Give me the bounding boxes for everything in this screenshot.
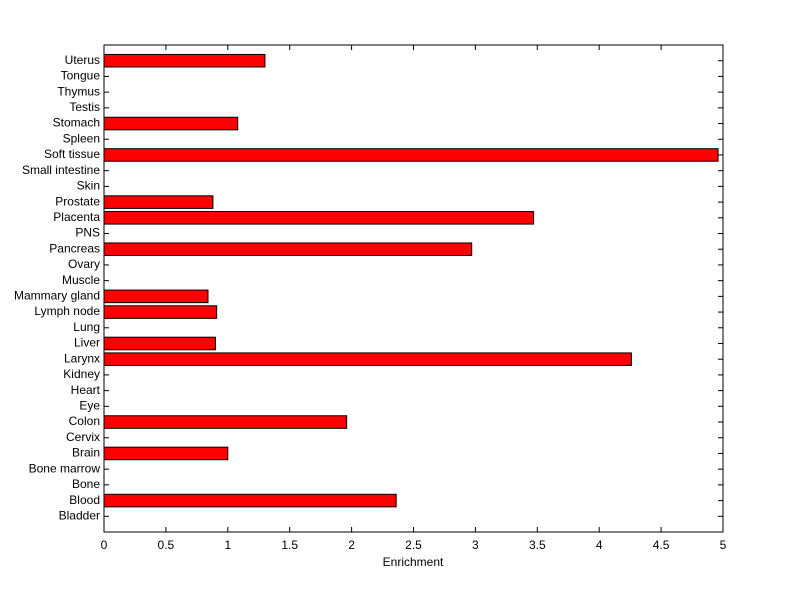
y-tick-label: Uterus (65, 53, 100, 67)
bar (103, 305, 218, 319)
bar (103, 415, 348, 429)
y-tick-label: Bone marrow (29, 461, 101, 475)
x-axis-label: Enrichment (383, 555, 444, 569)
y-tick-label: PNS (75, 226, 100, 240)
x-tick-label: 1.5 (281, 538, 298, 552)
y-tick-label: Placenta (53, 210, 100, 224)
y-tick-label: Mammary gland (14, 289, 100, 303)
y-tick-label: Stomach (53, 116, 100, 130)
bar (103, 148, 719, 162)
y-tick-label: Liver (74, 336, 100, 350)
y-tick-label: Small intestine (22, 163, 100, 177)
y-tick-label: Bladder (59, 508, 100, 522)
y-tick-label: Tongue (61, 69, 101, 83)
y-tick-label: Skin (77, 179, 100, 193)
bar (103, 195, 214, 209)
bar (103, 211, 535, 225)
x-tick-label: 4 (596, 538, 603, 552)
y-tick-label: Brain (72, 446, 100, 460)
bar (103, 336, 216, 351)
bar (103, 493, 397, 508)
y-tick-label: Cervix (66, 430, 100, 444)
x-tick-label: 3 (472, 538, 479, 552)
y-tick-label: Ovary (68, 257, 100, 271)
y-tick-label: Bone (72, 477, 100, 491)
x-tick-label: 2.5 (405, 538, 422, 552)
y-tick-label: Heart (71, 383, 101, 397)
y-tick-label: Testis (69, 100, 100, 114)
y-tick-label: Larynx (64, 351, 100, 365)
y-tick-label: Blood (69, 493, 100, 507)
y-tick-label: Lymph node (34, 304, 100, 318)
y-tick-label: Lung (73, 320, 100, 334)
x-tick-label: 0 (101, 538, 108, 552)
bar (103, 242, 473, 257)
y-tick-label: Spleen (63, 131, 100, 145)
y-tick-label: Eye (79, 398, 100, 412)
x-tick-label: 1 (224, 538, 231, 552)
y-tick-label: Kidney (63, 367, 100, 381)
y-tick-label: Muscle (62, 273, 100, 287)
bar (103, 53, 266, 68)
y-tick-label: Colon (69, 414, 100, 428)
x-tick-label: 2 (348, 538, 355, 552)
y-tick-label: Thymus (57, 84, 100, 98)
x-tick-label: 5 (720, 538, 727, 552)
bar (103, 116, 239, 131)
x-tick-label: 0.5 (158, 538, 175, 552)
bar (103, 289, 209, 304)
x-tick-label: 3.5 (529, 538, 546, 552)
y-tick-label: Soft tissue (44, 147, 100, 161)
bar (103, 352, 632, 366)
bar (103, 446, 229, 461)
y-tick-label: Pancreas (49, 241, 100, 255)
x-tick-label: 4.5 (653, 538, 670, 552)
y-tick-label: Prostate (55, 194, 100, 208)
